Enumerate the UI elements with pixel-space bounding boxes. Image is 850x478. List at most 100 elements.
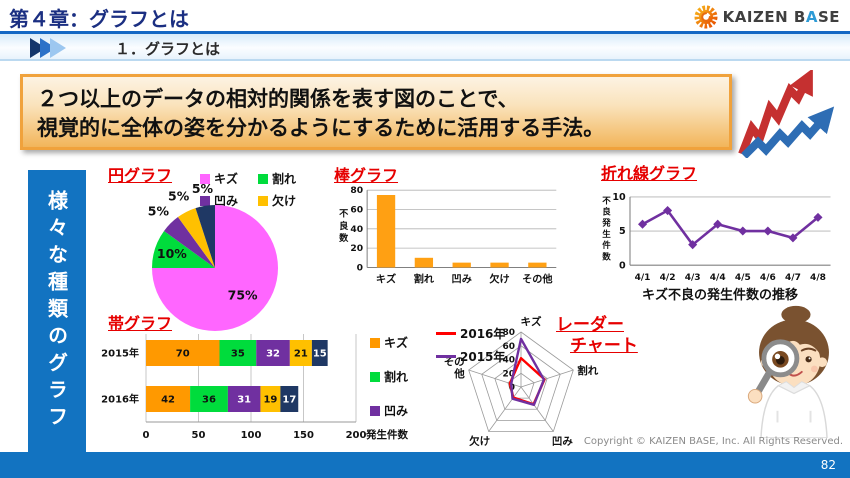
svg-text:4/8: 4/8 [810,273,826,283]
svg-text:80: 80 [350,186,363,196]
svg-text:80: 80 [502,328,515,338]
legend-item: 割れ [370,368,408,385]
svg-text:21: 21 [294,349,308,360]
footer-bar: 82 [0,452,850,478]
svg-text:4/1: 4/1 [635,273,651,283]
legend-item: 凹み [370,402,408,419]
definition-line-1: ２つ以上のデータの相対的関係を表す図のことで、 [37,87,519,111]
svg-text:件: 件 [602,240,611,251]
legend-item: キズ [200,170,258,187]
svg-text:発: 発 [601,218,611,229]
svg-text:欠け: 欠け [469,434,490,447]
radar-chart-title: レーダー チャート [556,315,638,357]
legend-swatch [370,405,380,416]
svg-text:キズ: キズ [521,315,542,328]
svg-text:35: 35 [231,349,245,360]
definition-line-2: 視覚的に全体の姿を分かるようにするために活用する手法。 [37,116,605,141]
svg-text:100: 100 [241,430,262,441]
svg-text:凹み: 凹み [452,274,472,286]
svg-text:15: 15 [313,349,327,360]
legend-item: キズ [370,334,408,351]
svg-text:40: 40 [502,356,515,366]
radar-chart-legend: 2016年 2015年 [436,325,505,365]
svg-text:17: 17 [282,395,296,406]
radar-chart-section: 0 20 40 60 80 キズ 割れ 凹み 欠け その他 2016年 2015年 レーダー チャー… [418,299,678,451]
band-chart-section: 帯グラフ 0 50 100 150 200 70 35 32 21 15 2015年 42 36 31 19… [100,310,430,452]
svg-text:凹み: 凹み [552,435,574,447]
copyright-text: Copyright © KAIZEN BASE, Inc. All Rights… [583,436,843,447]
line-chart-caption: キズ不良の発生件数の推移 [641,288,798,303]
svg-text:5%: 5% [148,203,170,218]
bar-chart-title: 棒グラフ [334,166,399,185]
svg-text:75%: 75% [228,288,258,303]
svg-text:不: 不 [602,196,611,206]
band-chart-legend: キズ 割れ 凹み [370,334,408,419]
svg-text:40: 40 [350,225,363,235]
sidebar-various-graphs: 様々な種類のグラフ [28,170,86,452]
svg-text:36: 36 [202,395,216,406]
legend-item: 2016年 [436,325,505,342]
svg-text:60: 60 [350,206,363,216]
svg-text:割れ: 割れ [577,364,598,377]
svg-text:0: 0 [619,260,626,271]
svg-text:60: 60 [502,342,515,352]
svg-text:19: 19 [263,395,277,406]
svg-text:4/3: 4/3 [685,273,701,283]
section-arrow-icon [30,38,66,58]
svg-text:割れ: 割れ [414,273,435,286]
svg-text:不: 不 [339,209,349,220]
svg-text:数: 数 [602,251,611,262]
svg-text:キズ: キズ [376,273,396,286]
svg-text:70: 70 [176,349,190,360]
line-chart-title: 折れ線グラフ [601,164,698,183]
sidebar-vertical-label: 様々な種類のグラフ [44,189,69,433]
svg-text:50: 50 [192,430,206,441]
magnifier-girl-illustration [747,305,829,438]
svg-text:4/4: 4/4 [710,273,726,283]
legend-swatch [258,195,268,206]
pie-chart: 75%10%5%5%5% [148,181,278,331]
pie-chart-section: 円グラフ キズ 割れ 凹み 欠け 75% 10% 5% 5% 5% [100,160,335,345]
svg-text:0: 0 [143,430,150,441]
svg-text:5%: 5% [168,189,190,204]
svg-text:4/2: 4/2 [660,273,676,283]
svg-text:発生件数: 発生件数 [365,428,408,441]
section-title: １．グラフとは [115,40,221,58]
svg-text:その他: その他 [444,356,466,380]
section-header-bar: １．グラフとは [0,34,850,61]
svg-text:200: 200 [346,430,367,441]
legend-swatch [200,173,210,184]
bar-chart-section: 棒グラフ 0 20 40 60 80 キズ 割れ 凹み 欠け その他 不良数 [330,160,570,300]
svg-text:150: 150 [293,430,314,441]
svg-text:良: 良 [602,207,611,218]
legend-item: 割れ [258,170,316,187]
svg-text:4/5: 4/5 [735,273,751,283]
brand-name: KAIZEN BASE [722,8,840,26]
svg-text:42: 42 [161,395,175,406]
band-chart: 0 50 100 150 200 70 35 32 21 15 2015年 42 36 31 19 17 201… [101,334,408,441]
svg-text:31: 31 [237,395,251,406]
svg-text:2016年: 2016年 [101,393,139,406]
svg-text:5%: 5% [192,181,214,196]
page-title: 第４章：グラフとは [9,7,189,31]
bar-chart: 0 20 40 60 80 キズ 割れ 凹み 欠け その他 不良数 [338,186,557,286]
header-divider [0,31,850,34]
pie-chart-legend: キズ 割れ 凹み 欠け [200,170,316,209]
svg-text:32: 32 [266,349,280,360]
legend-swatch [436,332,456,335]
svg-text:5: 5 [619,226,626,237]
svg-text:その他: その他 [522,273,553,286]
svg-text:10: 10 [612,192,626,203]
definition-box: ２つ以上のデータの相対的関係を表す図のことで、 視覚的に全体の姿を分かるようにす… [20,74,732,150]
legend-swatch [200,195,210,206]
legend-swatch [258,173,268,184]
svg-text:20: 20 [350,244,363,254]
page-number: 82 [820,458,836,472]
svg-text:2015年: 2015年 [101,347,139,360]
line-chart-section: 折れ線グラフ 0 5 10 4/1 4/2 4/3 4/4 4/5 4/6 4/7 4/8 不良発生件… [595,158,845,303]
legend-swatch [370,337,380,348]
svg-text:数: 数 [338,232,349,244]
